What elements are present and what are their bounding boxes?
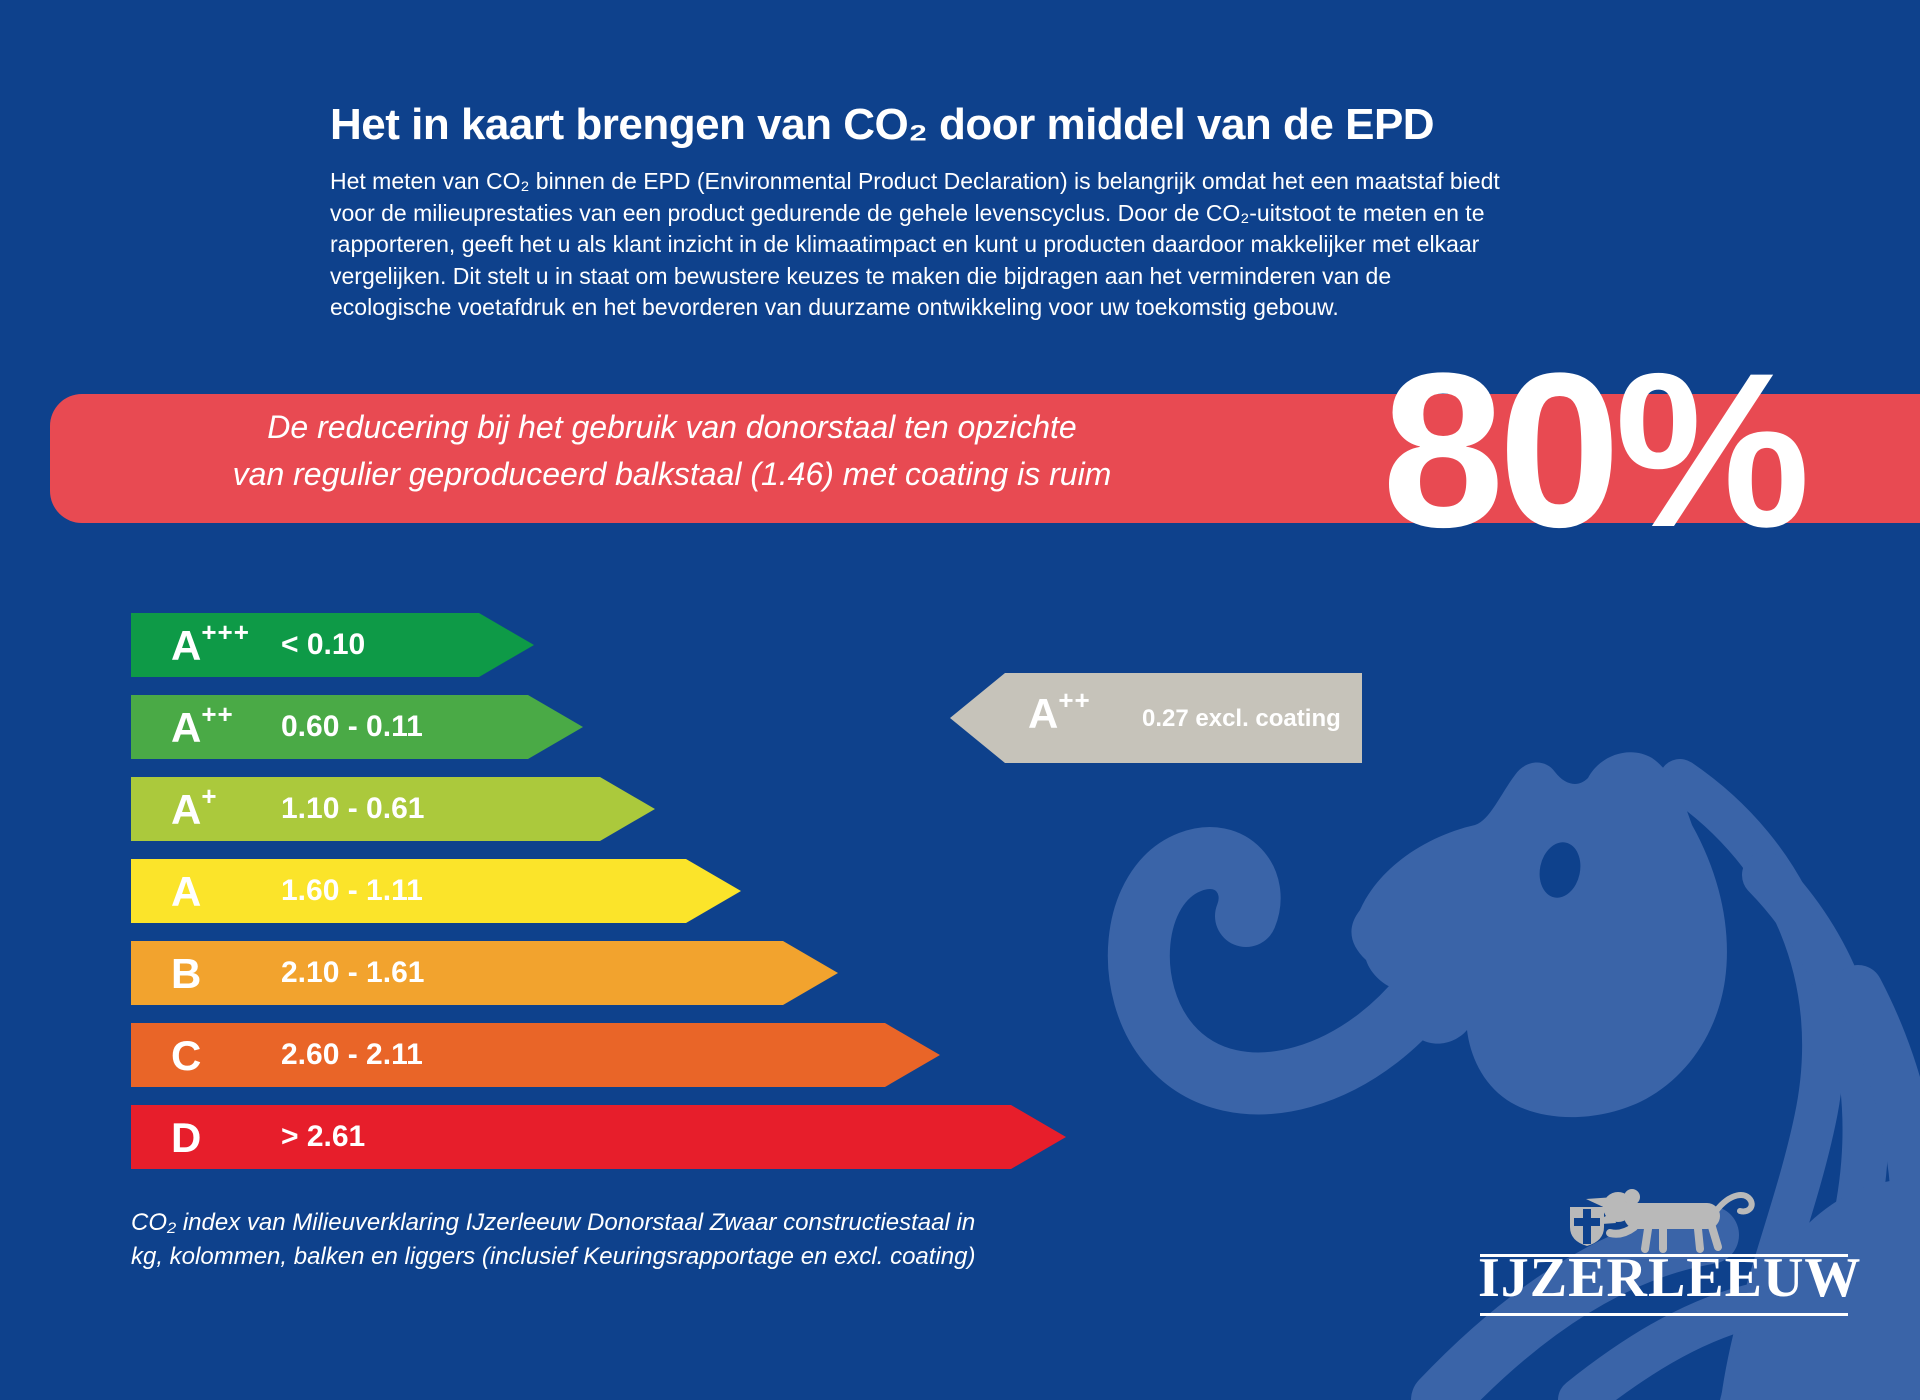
range-value: > 2.61	[281, 1120, 366, 1153]
energy-row-b: B 2.10 - 1.61	[131, 941, 838, 1005]
range-value: 2.60 - 2.11	[281, 1038, 423, 1071]
lion-emblem-icon	[1570, 1189, 1755, 1253]
highlight-banner	[50, 394, 1920, 523]
intro-line: ecologische voetafdruk en het bevorderen…	[330, 294, 1339, 320]
banner-text-line-2: van regulier geproduceerd balkstaal (1.4…	[232, 456, 1112, 492]
energy-row-a: A 1.60 - 1.11	[131, 859, 741, 923]
rating-label: A++	[171, 705, 234, 749]
rating-letter: C	[171, 1032, 202, 1079]
marker-letter: A	[1028, 690, 1059, 737]
range-value: 2.10 - 1.61	[281, 956, 425, 989]
logo-rule-top	[1480, 1254, 1848, 1257]
percentage-value: 80%	[1382, 327, 1810, 573]
intro-paragraph: Het meten van CO₂ binnen de EPD (Environ…	[330, 166, 1500, 324]
rating-letter: A	[171, 704, 202, 751]
rating-letter: A	[171, 786, 202, 833]
lion-watermark-icon	[1107, 752, 1920, 1400]
marker-plus: ++	[1058, 685, 1091, 715]
rating-label: D	[171, 1115, 201, 1159]
rating-label: A+++	[171, 623, 250, 667]
range-value: < 0.10	[281, 628, 366, 661]
rating-letter: B	[171, 950, 202, 997]
footnote-line-2: kg, kolommen, balken en liggers (inclusi…	[131, 1243, 976, 1270]
energy-row-a2plus: A++ 0.60 - 0.11	[131, 695, 583, 759]
marker-arrow: A++ 0.27 excl. coating	[950, 673, 1362, 763]
rating-letter: A	[171, 868, 202, 915]
intro-line: rapporteren, geeft het u als klant inzic…	[330, 231, 1480, 257]
range-value: 0.60 - 0.11	[281, 710, 423, 743]
rating-label: A+	[171, 787, 218, 831]
logo-wordmark: IJZERLEEUW	[1478, 1247, 1862, 1309]
marker-rating: A++	[1028, 687, 1091, 737]
energy-row-d: D > 2.61	[131, 1105, 1066, 1169]
energy-row-a1plus: A+ 1.10 - 0.61	[131, 777, 655, 841]
intro-line: Het meten van CO₂ binnen de EPD (Environ…	[330, 168, 1500, 194]
shield-icon	[1570, 1207, 1604, 1246]
intro-line: voor de milieuprestaties van een product…	[330, 199, 1485, 226]
energy-row-c: C 2.60 - 2.11	[131, 1023, 940, 1087]
footnote-line-1: CO₂ index van Milieuverklaring IJzerleeu…	[131, 1209, 976, 1236]
energy-row-a3plus: A+++ < 0.10	[131, 613, 534, 677]
page-title: Het in kaart brengen van CO₂ door middel…	[330, 100, 1435, 149]
marker-value: 0.27 excl. coating	[1142, 705, 1341, 732]
range-value: 1.60 - 1.11	[281, 874, 423, 907]
rating-letter: D	[171, 1114, 202, 1161]
banner-text: De reducering bij het gebruik van donors…	[192, 404, 1152, 498]
rating-letter: A	[171, 622, 202, 669]
rating-label: B	[171, 951, 201, 995]
logo-rule-bottom	[1480, 1313, 1848, 1316]
rating-label: A	[171, 869, 201, 913]
chart-footnote: CO₂ index van Milieuverklaring IJzerleeu…	[131, 1206, 975, 1274]
rating-plus: ++	[201, 699, 234, 729]
rating-plus: +++	[201, 617, 250, 647]
range-value: 1.10 - 0.61	[281, 792, 425, 825]
rating-plus: +	[201, 781, 218, 811]
rating-label: C	[171, 1033, 201, 1077]
banner-text-line-1: De reducering bij het gebruik van donors…	[267, 409, 1077, 445]
intro-line: vergelijken. Dit stelt u in staat om bew…	[330, 262, 1392, 289]
